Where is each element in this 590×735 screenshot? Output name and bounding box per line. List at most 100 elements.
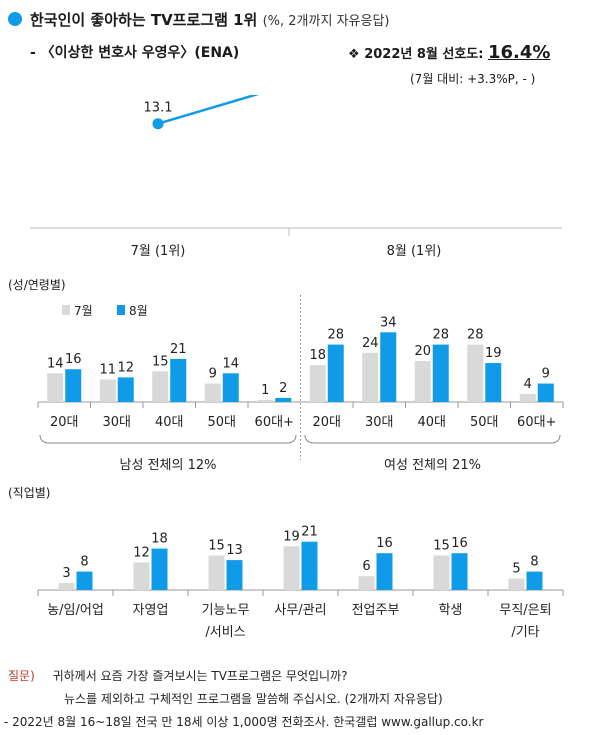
change-note: (7월 대비: +3.3%P, - ) bbox=[410, 72, 536, 86]
bar-prev bbox=[414, 361, 431, 402]
bar-curr bbox=[151, 548, 168, 590]
occ-x-tick-label: 사무/관리 bbox=[274, 603, 326, 618]
occupation-section-label: (직업별) bbox=[8, 486, 51, 500]
bar-label-prev: 15 bbox=[208, 539, 225, 554]
bar-prev bbox=[99, 379, 116, 402]
question-line-1: 귀하께서 요즘 가장 즐겨보시는 TV프로그램은 무엇입니까? bbox=[52, 669, 348, 683]
preference-value: 16.4% bbox=[488, 42, 551, 63]
bar-label-prev: 24 bbox=[362, 336, 379, 351]
bar-label-prev: 4 bbox=[524, 377, 532, 392]
question-line-2: 뉴스를 제외하고 구체적인 프로그램을 말씀해 주십시오. (2개까지 자유응답… bbox=[64, 692, 443, 706]
legend-swatch-prev bbox=[62, 305, 70, 315]
bar-label-curr: 21 bbox=[301, 525, 318, 540]
occ-x-tick-label: 기능노무 bbox=[202, 603, 250, 618]
legend-swatch-curr bbox=[117, 305, 125, 315]
bar-prev bbox=[508, 578, 525, 590]
group-label: 여성 전체의 21% bbox=[384, 458, 481, 473]
occ-x-tick-label: 학생 bbox=[439, 603, 463, 618]
bar-prev bbox=[47, 373, 64, 402]
bar-label-curr: 13 bbox=[226, 543, 243, 558]
bar-label-prev: 15 bbox=[152, 354, 169, 369]
bar-prev bbox=[519, 393, 536, 402]
bar-label-curr: 8 bbox=[80, 555, 88, 570]
bar-prev bbox=[58, 583, 75, 590]
bar-label-curr: 14 bbox=[222, 356, 239, 371]
demo-x-tick-label: 40대 bbox=[155, 415, 184, 430]
bar-label-prev: 20 bbox=[414, 344, 431, 359]
demo-x-tick-label: 20대 bbox=[312, 415, 341, 430]
demo-x-tick-label: 40대 bbox=[417, 415, 446, 430]
bar-curr bbox=[485, 363, 502, 402]
bar-prev bbox=[358, 576, 375, 590]
line-series-path bbox=[157, 95, 260, 125]
diamond-icon: ❖ bbox=[348, 47, 360, 62]
demo-x-tick-label: 60대+ bbox=[255, 415, 294, 430]
bar-label-prev: 5 bbox=[512, 562, 520, 577]
bar-label-curr: 8 bbox=[530, 555, 538, 570]
occ-x-tick-label: 자영업 bbox=[133, 603, 169, 618]
bar-label-curr: 16 bbox=[65, 352, 82, 367]
bar-label-prev: 28 bbox=[467, 328, 484, 343]
title-note: (%, 2개까지 자유응답) bbox=[262, 14, 390, 29]
bar-curr bbox=[301, 541, 318, 590]
demographic-section-label: (성/연령별) bbox=[8, 278, 66, 292]
bar-curr bbox=[76, 571, 93, 590]
demo-x-tick-label: 50대 bbox=[207, 415, 236, 430]
occ-x-tick-label: 무직/은퇴 bbox=[499, 603, 551, 618]
occ-x-tick-label: /서비스 bbox=[205, 625, 245, 640]
bar-label-prev: 14 bbox=[47, 356, 64, 371]
title-text: 한국인이 좋아하는 TV프로그램 1위 bbox=[30, 11, 258, 29]
bar-prev bbox=[204, 383, 221, 402]
bar-label-curr: 16 bbox=[451, 536, 468, 551]
bar-curr bbox=[275, 397, 292, 402]
legend-label-curr: 8월 bbox=[129, 304, 148, 318]
bar-label-prev: 3 bbox=[62, 566, 70, 581]
bar-label-prev: 6 bbox=[362, 559, 370, 574]
demo-x-tick-label: 20대 bbox=[50, 415, 79, 430]
bar-label-curr: 9 bbox=[542, 367, 550, 382]
question-label: 질문) bbox=[8, 669, 35, 683]
occ-x-tick-label: 전업주부 bbox=[352, 603, 400, 618]
bar-label-curr: 16 bbox=[376, 536, 393, 551]
demo-x-tick-label: 30대 bbox=[102, 415, 131, 430]
bar-curr bbox=[380, 332, 397, 402]
program-subtitle: - 〈이상한 변호사 우영우〉(ENA) bbox=[30, 45, 240, 61]
demo-x-tick-label: 60대+ bbox=[517, 415, 556, 430]
bar-prev bbox=[362, 352, 379, 402]
demo-x-tick-label: 30대 bbox=[365, 415, 394, 430]
line-x-tick-label: 7월 (1위) bbox=[131, 244, 186, 259]
bar-curr bbox=[226, 560, 243, 590]
bar-prev bbox=[467, 344, 484, 402]
bar-curr bbox=[432, 344, 449, 402]
occ-x-tick-label: 농/임/어업 bbox=[47, 603, 104, 618]
question-block: 질문) 귀하께서 요즘 가장 즐겨보시는 TV프로그램은 무엇입니까? bbox=[8, 667, 348, 684]
bar-prev bbox=[257, 399, 274, 402]
bar-label-curr: 28 bbox=[432, 328, 449, 343]
legend-label-prev: 7월 bbox=[74, 304, 93, 318]
bar-label-prev: 9 bbox=[209, 367, 217, 382]
occ-x-tick-label: /기타 bbox=[511, 625, 539, 640]
bar-prev bbox=[309, 365, 326, 402]
preference-label: 2022년 8월 선호도: bbox=[364, 47, 484, 62]
bar-prev bbox=[208, 555, 225, 590]
bar-prev bbox=[433, 555, 450, 590]
bar-label-prev: 12 bbox=[133, 545, 150, 560]
bar-label-curr: 12 bbox=[117, 360, 134, 375]
chart-title: 한국인이 좋아하는 TV프로그램 1위 (%, 2개까지 자유응답) bbox=[30, 9, 389, 30]
source-note: - 2022년 8월 16~18일 전국 만 18세 이상 1,000명 전화조… bbox=[4, 715, 484, 729]
demo-x-tick-label: 50대 bbox=[470, 415, 499, 430]
bar-label-curr: 18 bbox=[151, 532, 168, 547]
line-data-label: 13.1 bbox=[144, 101, 173, 116]
bar-label-prev: 19 bbox=[283, 529, 300, 544]
line-point bbox=[152, 118, 164, 130]
bar-label-curr: 34 bbox=[380, 315, 397, 330]
bar-curr bbox=[376, 553, 393, 590]
bar-curr bbox=[537, 383, 554, 402]
bar-label-prev: 15 bbox=[433, 539, 450, 554]
bar-curr bbox=[170, 358, 187, 402]
bar-label-prev: 1 bbox=[261, 383, 269, 398]
bar-label-curr: 28 bbox=[327, 328, 344, 343]
bar-curr bbox=[526, 571, 543, 590]
